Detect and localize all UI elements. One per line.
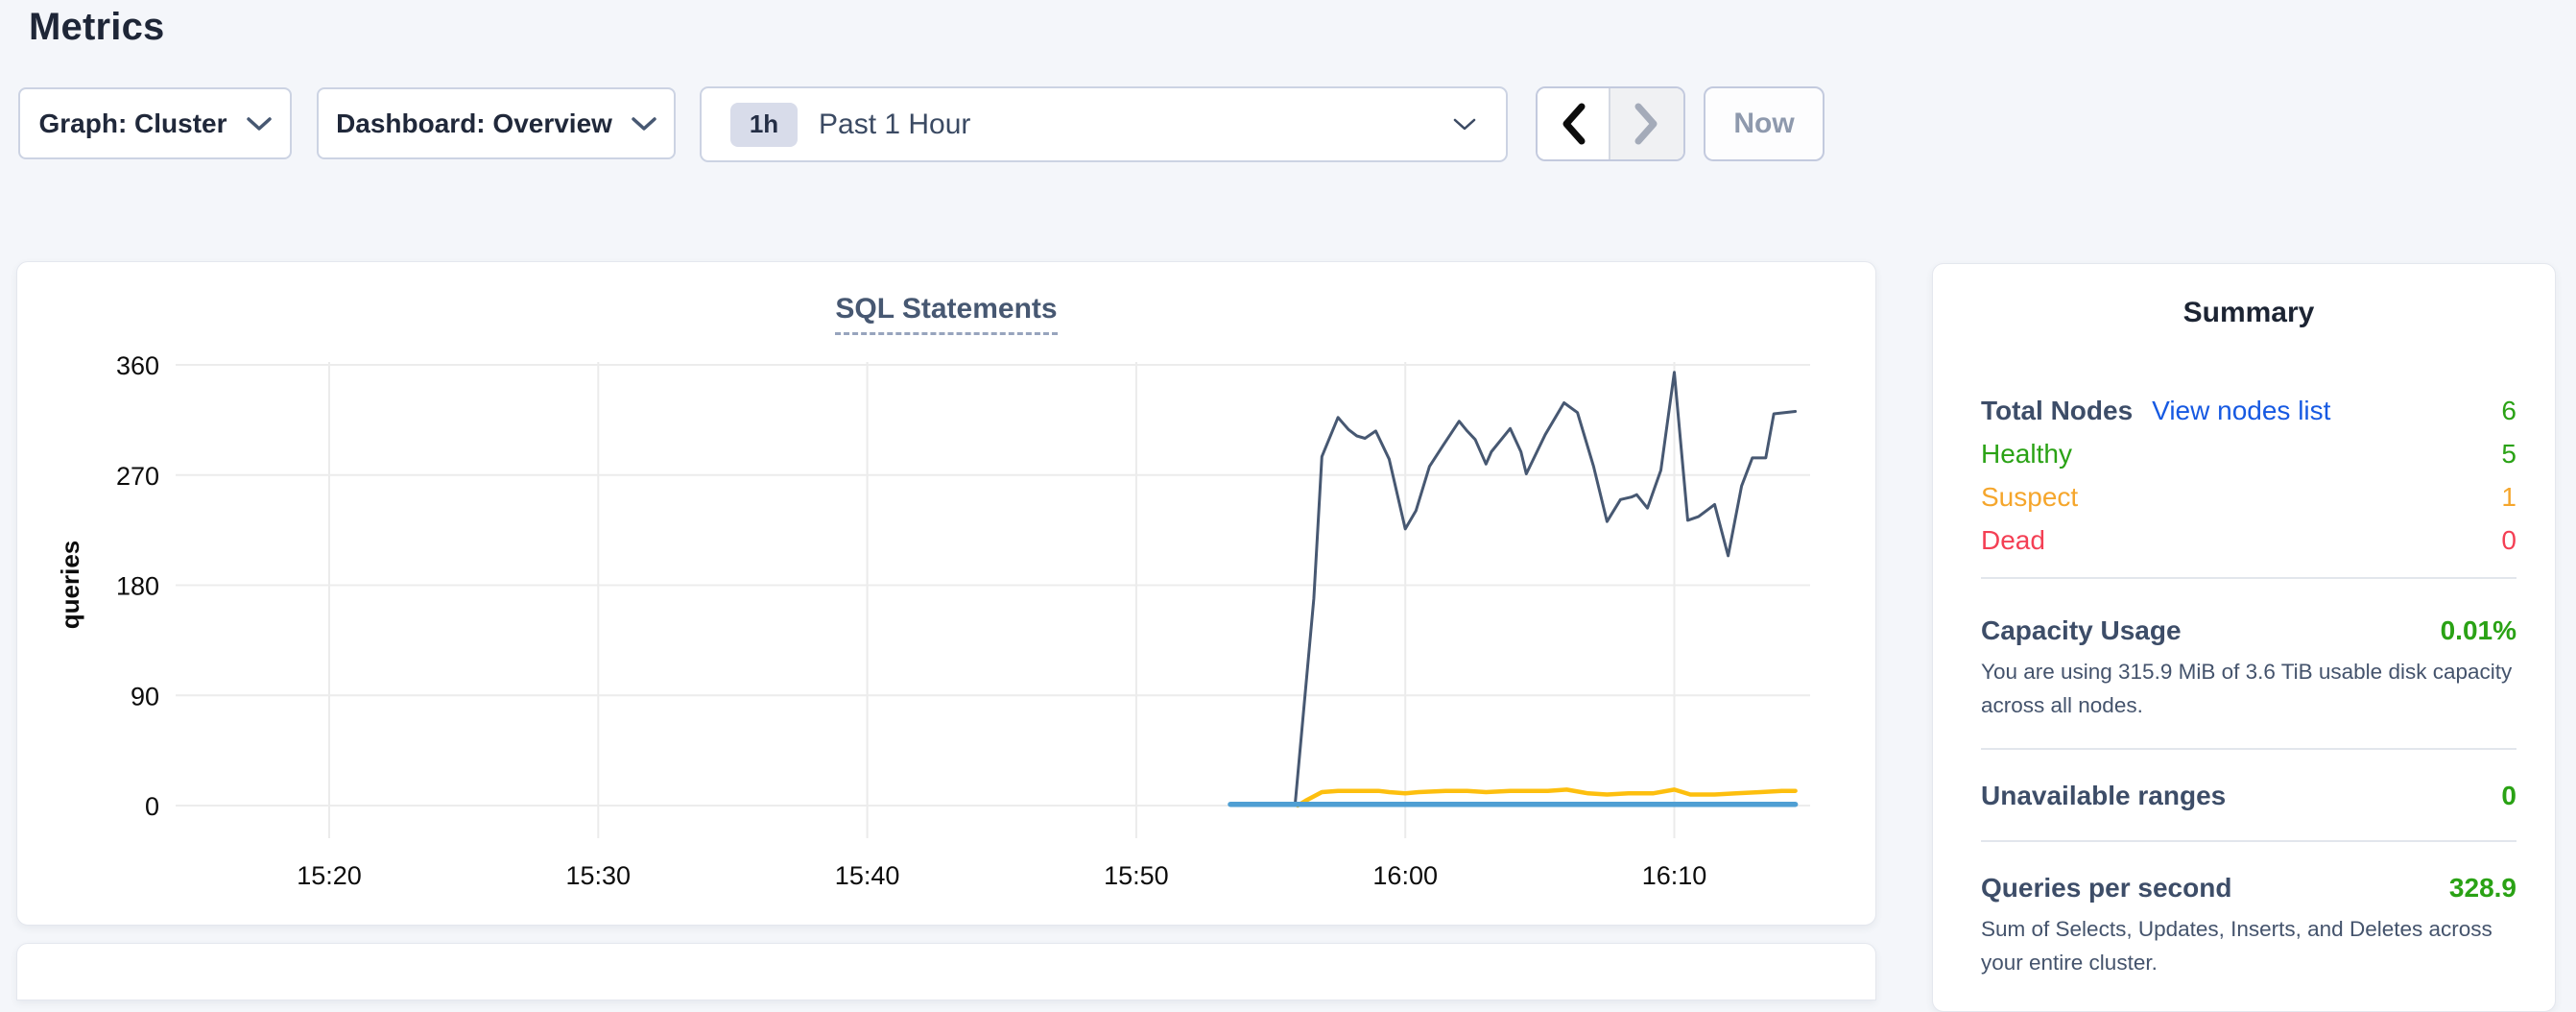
time-range-badge: 1h [730,102,798,147]
dead-value: 0 [2501,525,2516,555]
time-step-buttons [1536,86,1685,161]
queries-per-second-value: 328.9 [2448,872,2516,903]
sql-statements-panel: SQL Statements 15:20 15:30 15:40 15:50 16:00… [16,261,1876,926]
divider [1981,577,2516,579]
svg-text:270: 270 [116,462,159,491]
chevron-down-icon [246,116,272,131]
chevron-down-icon [632,116,656,131]
svg-text:16:00: 16:00 [1372,861,1438,890]
suspect-nodes-row: Suspect 1 [1981,475,2516,518]
total-nodes-row: Total Nodes View nodes list 6 [1981,389,2516,432]
graph-dropdown[interactable]: Graph: Cluster [18,87,292,159]
time-range-label: Past 1 Hour [819,108,971,140]
unavailable-ranges-value: 0 [2501,780,2516,810]
suspect-label: Suspect [1981,482,2079,512]
queries-per-second-label: Queries per second [1981,872,2232,903]
unavailable-ranges-row: Unavailable ranges 0 [1981,781,2516,811]
now-button[interactable]: Now [1704,86,1825,161]
node-status-block: Total Nodes View nodes list 6 Healthy 5 … [1981,389,2516,562]
svg-text:15:50: 15:50 [1104,861,1169,890]
total-nodes-label: Total Nodes [1981,396,2134,425]
next-chart-panel [16,943,1876,1000]
svg-text:360: 360 [116,351,159,380]
summary-title: Summary [2182,297,2315,328]
dead-nodes-row: Dead 0 [1981,518,2516,562]
svg-text:0: 0 [145,792,159,821]
dashboard-dropdown[interactable]: Dashboard: Overview [317,87,676,159]
queries-per-second-row: Queries per second 328.9 [1981,873,2516,904]
chevron-down-icon [1453,118,1476,130]
chart-title[interactable]: SQL Statements [835,293,1058,335]
queries-per-second-caption: Sum of Selects, Updates, Inserts, and De… [1981,916,2493,975]
total-nodes-value: 6 [2501,396,2516,425]
capacity-usage-caption: You are using 315.9 MiB of 3.6 TiB usabl… [1981,660,2513,717]
graph-dropdown-label: Graph: Cluster [38,108,227,138]
suspect-value: 1 [2501,482,2516,512]
healthy-nodes-row: Healthy 5 [1981,432,2516,475]
svg-text:15:40: 15:40 [835,861,900,890]
page-title: Metrics [29,6,165,48]
chevron-left-icon [1562,103,1586,145]
capacity-usage-row: Capacity Usage 0.01% [1981,615,2516,646]
svg-text:15:20: 15:20 [297,861,362,890]
svg-text:queries: queries [56,541,84,630]
dead-label: Dead [1981,525,2045,555]
healthy-label: Healthy [1981,439,2072,469]
dashboard-dropdown-label: Dashboard: Overview [336,108,612,138]
svg-text:15:30: 15:30 [566,861,632,890]
next-time-button[interactable] [1610,88,1683,159]
svg-text:16:10: 16:10 [1642,861,1707,890]
time-range-selector[interactable]: 1h Past 1 Hour [700,86,1508,162]
chevron-right-icon [1634,103,1658,145]
chart-title-row: SQL Statements [17,293,1875,335]
prev-time-button[interactable] [1538,88,1610,159]
divider [1981,839,2516,842]
sql-statements-chart[interactable]: 15:20 15:30 15:40 15:50 16:00 16:10 0 90 180 270 3… [17,262,1877,925]
capacity-usage-value: 0.01% [2440,615,2516,645]
svg-text:180: 180 [116,572,159,601]
unavailable-ranges-label: Unavailable ranges [1981,780,2227,810]
metrics-page: { "page": { "title": "Metrics", "backgro… [16,6,2556,1012]
svg-text:90: 90 [131,682,159,711]
healthy-value: 5 [2501,439,2516,469]
summary-panel: Summary Total Nodes View nodes list 6 He… [1932,263,2556,1012]
view-nodes-list-link[interactable]: View nodes list [2152,396,2331,425]
capacity-usage-label: Capacity Usage [1981,615,2182,645]
divider [1981,747,2516,750]
